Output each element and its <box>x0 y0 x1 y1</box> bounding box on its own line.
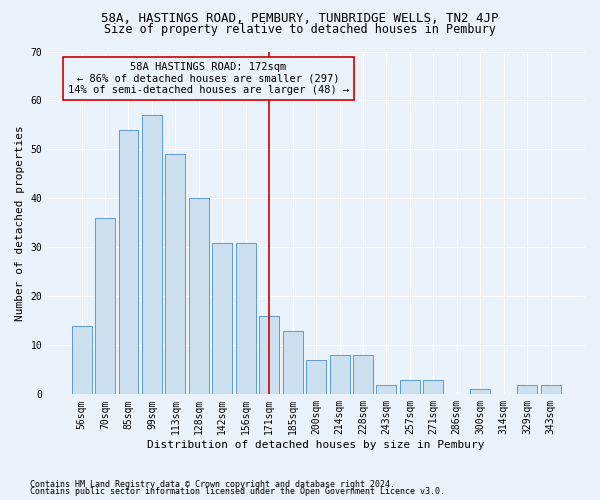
X-axis label: Distribution of detached houses by size in Pembury: Distribution of detached houses by size … <box>148 440 485 450</box>
Bar <box>541 384 560 394</box>
Bar <box>71 326 92 394</box>
Bar <box>95 218 115 394</box>
Bar <box>119 130 139 394</box>
Text: Contains HM Land Registry data © Crown copyright and database right 2024.: Contains HM Land Registry data © Crown c… <box>30 480 395 489</box>
Text: 58A HASTINGS ROAD: 172sqm
← 86% of detached houses are smaller (297)
14% of semi: 58A HASTINGS ROAD: 172sqm ← 86% of detac… <box>68 62 349 95</box>
Bar <box>329 355 350 395</box>
Text: Size of property relative to detached houses in Pembury: Size of property relative to detached ho… <box>104 22 496 36</box>
Bar <box>212 242 232 394</box>
Bar <box>189 198 209 394</box>
Bar <box>306 360 326 394</box>
Text: Contains public sector information licensed under the Open Government Licence v3: Contains public sector information licen… <box>30 487 445 496</box>
Bar <box>353 355 373 395</box>
Bar <box>236 242 256 394</box>
Bar <box>400 380 420 394</box>
Bar <box>166 154 185 394</box>
Bar <box>259 316 279 394</box>
Bar <box>283 330 302 394</box>
Bar <box>517 384 537 394</box>
Bar <box>424 380 443 394</box>
Bar <box>142 115 162 394</box>
Bar <box>376 384 397 394</box>
Text: 58A, HASTINGS ROAD, PEMBURY, TUNBRIDGE WELLS, TN2 4JP: 58A, HASTINGS ROAD, PEMBURY, TUNBRIDGE W… <box>101 12 499 26</box>
Bar <box>470 390 490 394</box>
Y-axis label: Number of detached properties: Number of detached properties <box>15 125 25 321</box>
